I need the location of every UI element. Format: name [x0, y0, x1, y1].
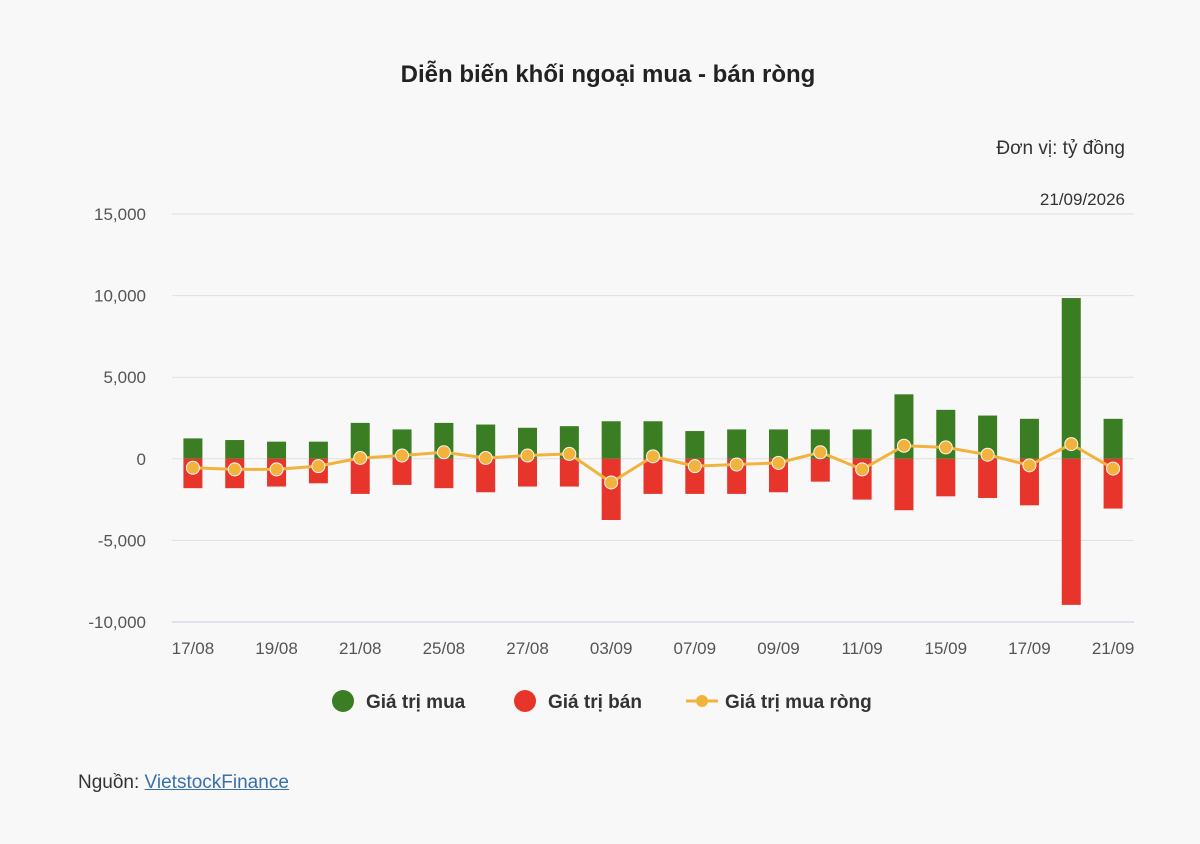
- buy-bar: [601, 421, 621, 459]
- x-tick-label: 21/08: [339, 639, 382, 658]
- buy-bar: [476, 424, 496, 459]
- legend-marker: [332, 690, 354, 712]
- net-point: [478, 450, 493, 465]
- legend-label: Giá trị mua: [366, 692, 466, 713]
- net-point: [353, 450, 368, 465]
- source-prefix: Nguồn:: [78, 772, 145, 793]
- buy-bar: [267, 441, 287, 459]
- y-tick-label: 15,000: [94, 205, 146, 224]
- buy-bar: [350, 422, 370, 459]
- buy-bar: [727, 429, 747, 459]
- net-point: [311, 459, 326, 474]
- x-tick-label: 25/08: [423, 639, 466, 658]
- net-point: [436, 445, 451, 460]
- axes: 15,000 10,000 5,000 0 -5,000 -10,000 17/08 19/0…: [88, 205, 1134, 658]
- unit-label: Đơn vị: tỷ đồng: [996, 138, 1125, 159]
- net-point: [771, 455, 786, 470]
- x-tick-label: 07/09: [674, 639, 717, 658]
- x-tick-label: 09/09: [757, 639, 800, 658]
- y-tick-label: 5,000: [103, 368, 146, 387]
- net-line: [185, 437, 1121, 490]
- y-tick-label: -10,000: [88, 613, 146, 632]
- x-tick-label: 11/09: [841, 639, 882, 658]
- buy-bar: [685, 431, 705, 459]
- net-point: [687, 459, 702, 474]
- net-point: [562, 446, 577, 461]
- net-point: [604, 475, 619, 490]
- sell-bar: [392, 458, 412, 485]
- y-tick-label: 10,000: [94, 287, 146, 306]
- net-point: [646, 449, 660, 464]
- net-point: [227, 462, 242, 477]
- buy-bar: [1061, 298, 1081, 459]
- net-point: [980, 447, 995, 462]
- buy-bar: [1019, 418, 1039, 459]
- date-label: 21/09/2026: [1040, 190, 1125, 209]
- net-point: [855, 462, 870, 477]
- grid-lines: [172, 213, 1134, 623]
- bars: [183, 298, 1123, 605]
- sell-bar: [936, 458, 956, 497]
- sell-bar: [978, 458, 998, 498]
- legend-item[interactable]: Giá trị mua: [332, 690, 466, 713]
- buy-bar: [183, 438, 203, 459]
- legend-marker: [514, 690, 536, 712]
- legend-item[interactable]: Giá trị bán: [514, 690, 642, 713]
- net-point: [896, 438, 911, 453]
- net-point: [1064, 437, 1079, 452]
- buy-bar: [1103, 418, 1123, 459]
- sell-bar: [434, 458, 454, 489]
- source-link[interactable]: VietstockFinance: [144, 772, 289, 793]
- buy-bar: [308, 441, 328, 459]
- sell-bar: [350, 458, 370, 494]
- x-tick-label: 15/09: [925, 639, 968, 658]
- buy-bar: [643, 421, 663, 459]
- net-point: [1022, 458, 1037, 473]
- legend[interactable]: Giá trị mua Giá trị bán Giá trị mua ròng: [332, 690, 872, 713]
- sell-bar: [894, 458, 914, 511]
- buy-bar: [225, 440, 245, 459]
- sell-bar: [643, 458, 663, 494]
- buy-bar: [768, 429, 788, 459]
- sell-bar: [518, 458, 538, 487]
- x-tick-label: 17/09: [1008, 639, 1051, 658]
- source-note: Nguồn: VietstockFinance: [78, 772, 289, 794]
- net-point: [395, 448, 410, 463]
- net-point: [269, 462, 284, 477]
- legend-point-marker: [696, 695, 708, 707]
- net-point: [520, 448, 535, 463]
- chart-title: Diễn biến khối ngoại mua - bán ròng: [401, 60, 816, 88]
- sell-bar: [1061, 458, 1081, 605]
- x-tick-label: 17/08: [172, 639, 215, 658]
- y-tick-label: -5,000: [98, 531, 146, 550]
- buy-bar: [852, 429, 872, 459]
- y-tick-label: 0: [137, 450, 146, 469]
- x-tick-label: 21/09: [1092, 639, 1135, 658]
- x-tick-label: 03/09: [590, 639, 633, 658]
- legend-label: Giá trị bán: [548, 692, 642, 713]
- net-point: [185, 460, 200, 475]
- net-point: [938, 440, 953, 455]
- x-tick-label: 27/08: [506, 639, 549, 658]
- sell-bar: [559, 458, 579, 487]
- legend-item[interactable]: Giá trị mua ròng: [686, 692, 872, 713]
- net-point: [729, 457, 744, 472]
- buy-bar: [978, 415, 998, 459]
- sell-bar: [810, 458, 830, 482]
- net-point: [1106, 461, 1121, 476]
- x-tick-label: 19/08: [255, 639, 298, 658]
- legend-label: Giá trị mua ròng: [725, 692, 872, 713]
- sell-bar: [476, 458, 496, 493]
- net-point: [813, 445, 828, 460]
